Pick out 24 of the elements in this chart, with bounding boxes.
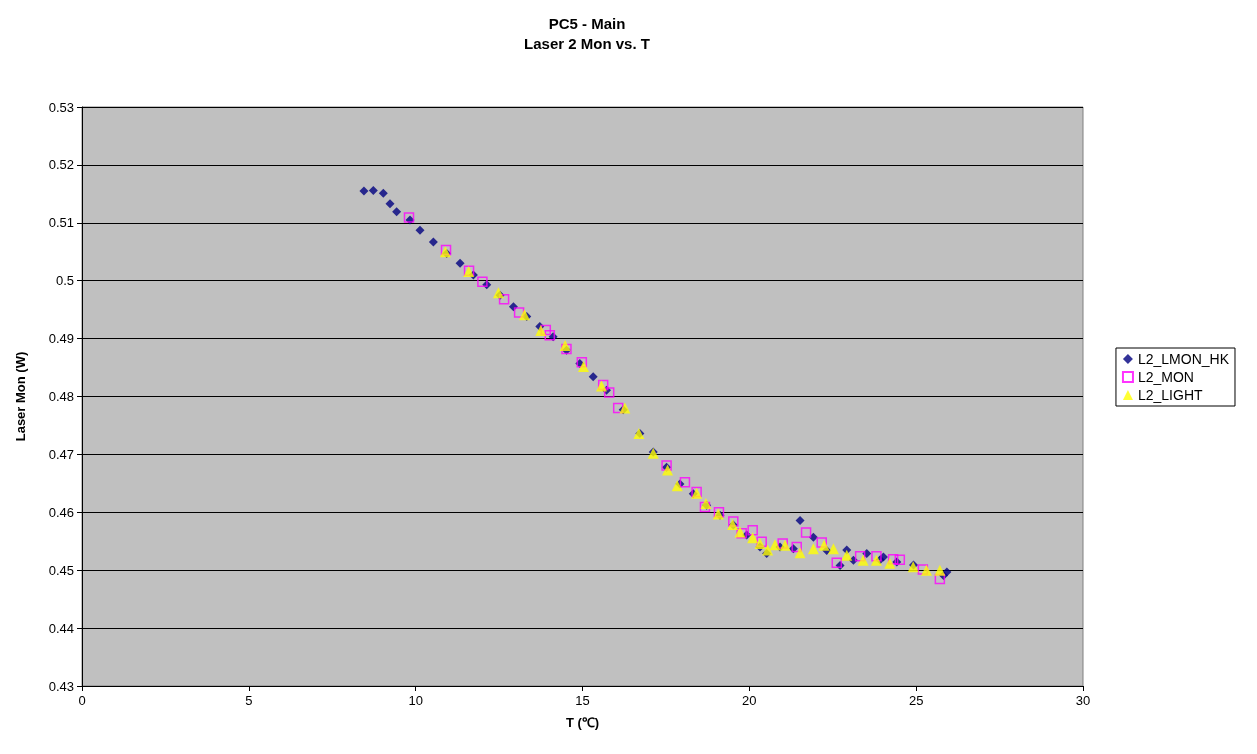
y-tick-label: 0.46 (48, 504, 74, 520)
y-tick-label: 0.47 (48, 446, 74, 462)
y-tick-label: 0.48 (48, 389, 74, 404)
y-tick-label: 0.43 (48, 678, 74, 694)
legend-label: L2_LIGHT (1137, 387, 1203, 403)
x-tick-label: 10 (408, 693, 423, 708)
legend-label: L2_LMON_HK (1137, 351, 1230, 367)
x-tick-label: 5 (245, 693, 253, 708)
y-tick-label: 0.49 (48, 331, 74, 347)
y-tick-label: 0.5 (55, 273, 74, 289)
y-tick-label: 0.45 (48, 562, 74, 578)
x-tick-label: 20 (742, 693, 757, 708)
y-tick-label: 0.51 (48, 215, 74, 231)
x-tick-label: 15 (575, 693, 590, 708)
y-tick-label: 0.53 (48, 99, 74, 115)
x-tick-label: 30 (1075, 693, 1091, 708)
y-axis-title: Laser Mon (W) (13, 351, 28, 442)
y-tick-label: 0.44 (48, 620, 74, 636)
x-tick-label: 25 (908, 693, 924, 708)
chart-title: PC5 - Main Laser 2 Mon vs. T (524, 14, 650, 52)
x-axis-title: T (℃) (565, 715, 600, 730)
y-tick-label: 0.52 (48, 157, 74, 173)
legend-label: L2_MON (1137, 369, 1194, 385)
x-tick-label: 0 (78, 693, 86, 708)
